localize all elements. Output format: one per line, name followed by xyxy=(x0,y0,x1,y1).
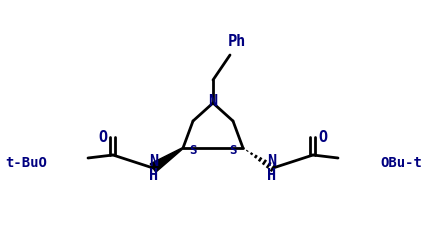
Text: S: S xyxy=(189,144,196,158)
Text: O: O xyxy=(318,130,327,146)
Polygon shape xyxy=(150,148,183,172)
Text: S: S xyxy=(229,144,236,158)
Text: OBu-t: OBu-t xyxy=(379,156,421,170)
Text: N: N xyxy=(149,155,158,169)
Text: H: H xyxy=(149,167,158,182)
Text: N: N xyxy=(208,94,217,110)
Text: Ph: Ph xyxy=(227,34,245,50)
Text: H: H xyxy=(267,167,276,182)
Text: O: O xyxy=(98,130,107,146)
Text: N: N xyxy=(267,155,276,169)
Text: t-BuO: t-BuO xyxy=(5,156,47,170)
